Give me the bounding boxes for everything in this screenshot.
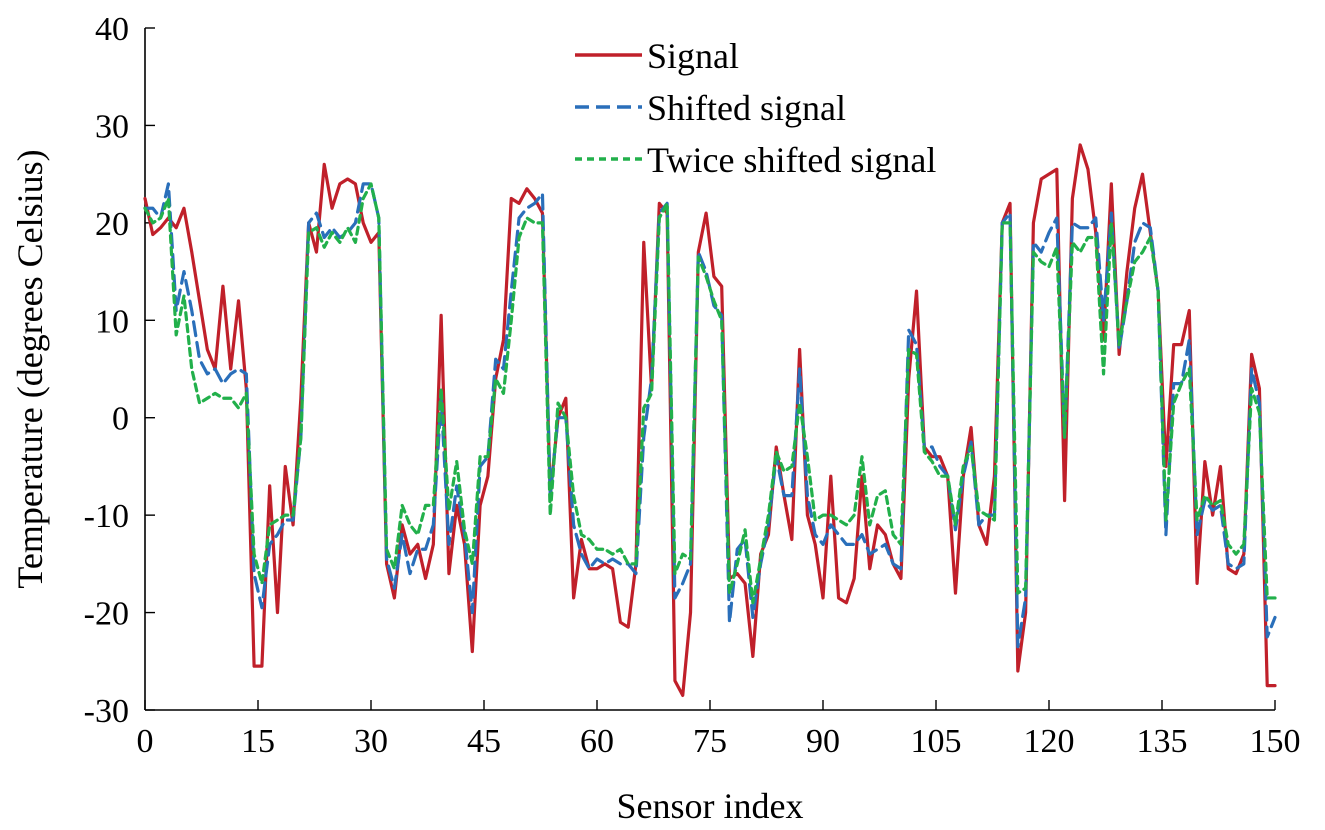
legend-label-shifted-signal: Shifted signal — [647, 88, 846, 128]
x-tick-label: 105 — [911, 723, 962, 760]
y-tick-label: 20 — [95, 206, 129, 243]
x-tick-label: 75 — [693, 723, 727, 760]
y-axis-title: Temperature (degrees Celsius) — [10, 149, 50, 588]
y-tick-label: 30 — [95, 108, 129, 145]
x-axis-title: Sensor index — [617, 786, 804, 826]
x-tick-label: 135 — [1137, 723, 1188, 760]
axes — [144, 28, 1275, 711]
y-tick-label: -30 — [84, 693, 129, 730]
x-tick-label: 120 — [1024, 723, 1075, 760]
legend: Signal Shifted signal Twice shifted signal — [575, 36, 936, 180]
series-line-twice-shifted-signal — [143, 182, 1277, 605]
x-tick-label: 60 — [580, 723, 614, 760]
series-line-signal — [143, 143, 1277, 697]
y-tick-label: 10 — [95, 303, 129, 340]
x-tick-label: 90 — [806, 723, 840, 760]
x-tick-label: 150 — [1250, 723, 1301, 760]
x-tick-label: 45 — [467, 723, 501, 760]
y-tick-label: 40 — [95, 11, 129, 48]
y-tick-label: -10 — [84, 498, 129, 535]
x-tick-label: 15 — [241, 723, 275, 760]
ticks: 0 15 30 45 60 75 90 105 120 135 150 -30 -20 -10 0 10 20 3… — [84, 11, 1301, 760]
x-tick-label: 30 — [354, 723, 388, 760]
legend-label-signal: Signal — [647, 36, 739, 76]
y-tick-label: 0 — [112, 401, 129, 438]
legend-label-twice-shifted-signal: Twice shifted signal — [647, 140, 936, 180]
series-layer — [143, 143, 1277, 697]
x-tick-label: 0 — [137, 723, 154, 760]
y-tick-label: -20 — [84, 596, 129, 633]
